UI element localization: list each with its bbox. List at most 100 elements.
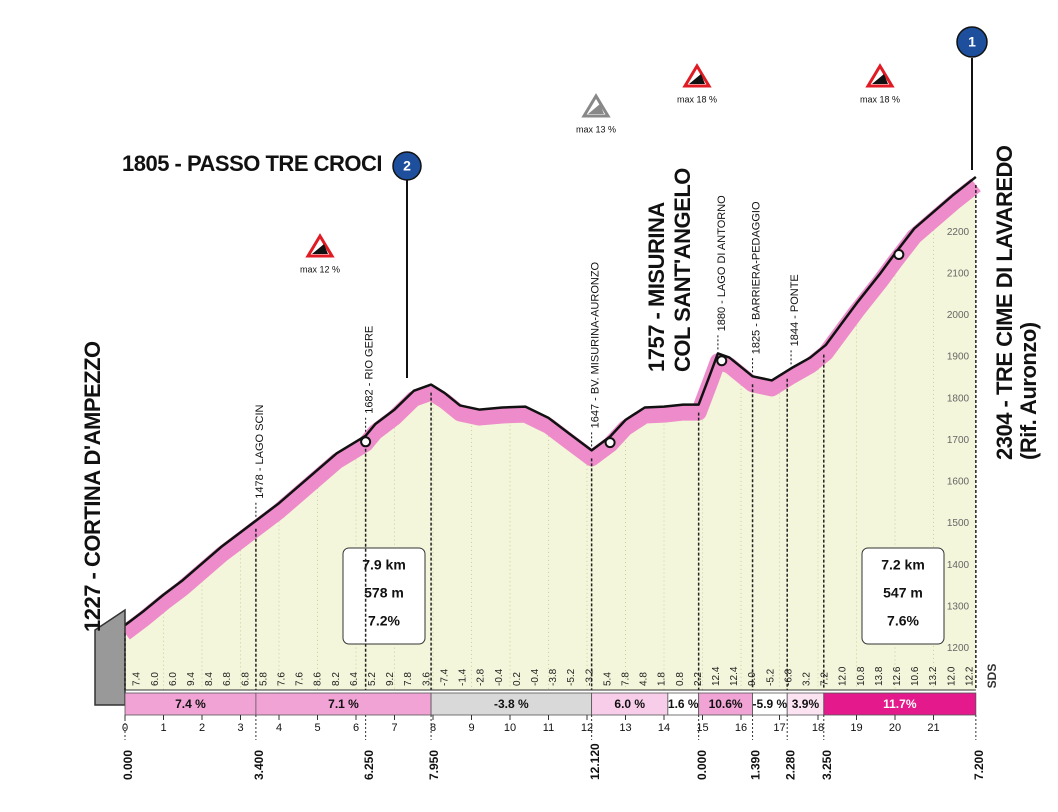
x-tick-label: 6: [353, 722, 359, 734]
x-tick-label: 8: [430, 722, 436, 734]
background-layer: [120, 175, 981, 690]
km-gradient: 8.2: [331, 672, 342, 686]
km-gradient: 5.4: [602, 672, 613, 686]
km-gradient: 12.4: [711, 666, 722, 686]
marker-label: 3.400: [252, 750, 266, 780]
badge: [392, 151, 422, 181]
y-tick-label: 1200: [947, 643, 970, 654]
marker-label: 12.120: [588, 743, 602, 780]
y-tick-label: 1900: [947, 352, 970, 363]
misurina-label: 1757 - MISURINA: [644, 202, 669, 372]
segment-label: 10.6%: [709, 697, 743, 711]
km-gradient: 7.8: [620, 672, 631, 686]
km-gradient: 7.2: [820, 672, 831, 686]
profile-dot: [716, 355, 728, 367]
km-gradient: 12.2: [964, 666, 975, 686]
segment-label: 7.1 %: [328, 697, 359, 711]
climb-gain: 547 m: [883, 585, 923, 601]
start-label: 1227 - CORTINA D'AMPEZZO: [80, 341, 105, 632]
misurina-label: COL SANT'ANGELO: [670, 168, 695, 372]
pass-label: 1805 - PASSO TRE CROCI: [122, 151, 382, 176]
km-gradient: 7.6: [277, 672, 288, 686]
profile-dot: [893, 249, 905, 261]
profile-dot: [360, 436, 372, 448]
waypoint-label: 1880 - LAGO DI ANTORNO: [716, 195, 728, 332]
km-gradient: 7.6: [295, 672, 306, 686]
km-gradient: 8.4: [204, 672, 215, 686]
x-tick-label: 10: [504, 722, 516, 734]
profile-dot: [604, 437, 616, 449]
waypoint-label: 1844 - PONTE: [789, 274, 801, 346]
km-gradient: 5.2: [367, 672, 378, 686]
badge: [956, 26, 988, 58]
y-tick-label: 1800: [947, 393, 970, 404]
km-gradient: -3.2: [584, 668, 595, 686]
x-tick-label: 15: [696, 722, 708, 734]
y-tick-label: 1700: [947, 435, 970, 446]
x-tick-label: 20: [889, 722, 901, 734]
y-tick-label: 1300: [947, 601, 970, 612]
km-gradient: 3.6: [421, 672, 432, 686]
segment-label: 6.0 %: [614, 697, 645, 711]
max-icon: [682, 63, 712, 88]
gradient-segment: [823, 692, 977, 716]
segment-label: 1.6 %: [668, 697, 699, 711]
km-gradient: -7.4: [439, 668, 450, 686]
waypoint-label: 1478 - LAGO SCIN: [254, 404, 266, 498]
x-tick-label: 11: [543, 722, 554, 734]
waypoint-label: 1825 - BARRIERA-PEDAGGIO: [750, 201, 762, 354]
km-gradient: 10.8: [856, 666, 867, 686]
x-tick-label: 18: [812, 722, 824, 734]
marker-label: 6.250: [362, 750, 376, 780]
km-gradient: 6.8: [240, 672, 251, 686]
badge-number: 1: [968, 34, 976, 50]
x-tick-label: 9: [468, 722, 474, 734]
km-gradient: -1.4: [458, 668, 469, 686]
marker-label: 0.000: [695, 750, 709, 780]
max-gradient: max 18 %: [677, 94, 717, 104]
km-gradient: 12.6: [892, 666, 903, 686]
climb-box: [342, 547, 426, 645]
segment-label: -5.9 %: [753, 697, 788, 711]
profile-area: [125, 188, 976, 690]
x-tick-label: 12: [581, 722, 593, 734]
segment-label: 7.4 %: [175, 697, 206, 711]
km-gradient: 4.8: [639, 672, 650, 686]
marker-label: 2.280: [783, 750, 797, 780]
km-gradient: 7.4: [132, 672, 143, 686]
km-gradient: 6.8: [222, 672, 233, 686]
km-gradient: -0.4: [494, 668, 505, 686]
km-gradient: 6.0: [150, 672, 161, 686]
marker-label: 0.000: [121, 750, 135, 780]
km-gradient: 9.2: [385, 672, 396, 686]
max-icon: [865, 63, 895, 88]
km-gradient: 12.0: [838, 666, 849, 686]
x-tick-label: 2: [199, 722, 205, 734]
x-tick-label: 5: [314, 722, 320, 734]
profile-line: [124, 175, 977, 627]
marker-label: 7.950: [427, 750, 441, 780]
waypoint-label: 1647 - BV. MISURINA-AURONZO: [590, 261, 602, 428]
climb-length: 7.9 km: [362, 557, 406, 573]
max-gradient: max 13 %: [576, 124, 616, 134]
km-gradient: -2.8: [476, 668, 487, 686]
km-gradient: 13.8: [874, 666, 885, 686]
y-tick-label: 2000: [947, 310, 970, 321]
km-gradient: -0.4: [530, 668, 541, 686]
x-tick-label: 21: [927, 722, 939, 734]
x-tick-label: 7: [391, 722, 397, 734]
km-gradient: 5.8: [258, 672, 269, 686]
finish-label: 2304 - TRE CIME DI LAVAREDO: [992, 145, 1017, 460]
y-tick-label: 1400: [947, 560, 970, 571]
max-icon: [581, 93, 611, 118]
profile-ribbon: [120, 178, 981, 640]
marker-label: 1.390: [749, 750, 763, 780]
climb-gradient: 7.2%: [368, 613, 400, 629]
x-tick-label: 17: [773, 722, 785, 734]
y-tick-label: 1600: [947, 477, 970, 488]
km-gradient: 3.2: [802, 672, 813, 686]
km-gradient: -5.2: [566, 668, 577, 686]
km-gradient: 0.2: [512, 672, 523, 686]
km-gradient: 12.4: [729, 666, 740, 686]
y-tick-label: 1500: [947, 518, 970, 529]
